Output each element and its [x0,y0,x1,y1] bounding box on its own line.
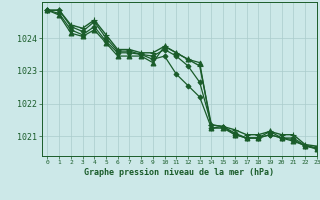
X-axis label: Graphe pression niveau de la mer (hPa): Graphe pression niveau de la mer (hPa) [84,168,274,177]
